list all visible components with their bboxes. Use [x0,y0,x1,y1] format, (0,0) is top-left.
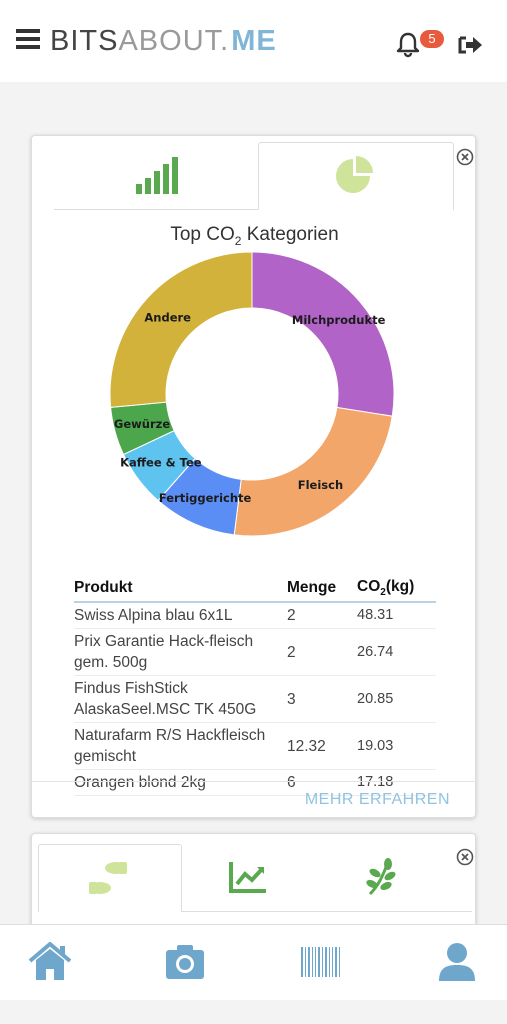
donut-segment[interactable] [233,406,393,537]
segment-label: Fertiggerichte [159,491,252,505]
pie-chart-icon [336,156,373,193]
product-co2: 17.18 [357,769,436,797]
camera-icon[interactable] [162,941,208,983]
notification-badge: 5 [420,30,444,48]
logo-me: ME [231,24,277,57]
footprints-icon [89,862,127,894]
donut-segment[interactable] [109,251,253,408]
product-name: Prix Garantie Hack-fleisch gem. 500g [74,628,287,677]
signal-bars-icon [136,157,178,194]
tab-pie-chart[interactable] [258,142,454,210]
product-name: Findus FishStick AlaskaSeel.MSC TK 450G [74,675,287,724]
logo-bits: BITS [50,24,119,57]
hamburger-menu-icon[interactable] [16,29,40,51]
leaf-icon [366,858,396,896]
product-co2: 20.85 [357,675,436,724]
table-row: Prix Garantie Hack-fleisch gem. 500g 2 26.… [74,628,436,677]
card-divider [32,781,477,782]
product-name: Swiss Alpina blau 6x1L [74,602,287,630]
donut-segment[interactable] [251,251,395,417]
product-name: Naturafarm R/S Hackfleisch gemischt [74,722,287,771]
table-row: Findus FishStick AlaskaSeel.MSC TK 450G 3… [74,675,436,724]
product-quantity: 2 [287,628,357,677]
product-quantity: 6 [287,769,357,797]
co2-donut-chart: Milchprodukte Fleisch Fertiggerichte Kaffee… [109,251,395,537]
product-co2: 26.74 [357,628,436,677]
product-quantity: 2 [287,602,357,630]
segment-label: Milchprodukte [292,313,386,327]
segment-label: Andere [144,310,191,324]
logo-about: ABOUT. [118,24,230,57]
product-quantity: 3 [287,675,357,724]
tab-trend[interactable] [182,844,316,912]
product-table: Produkt Menge CO2(kg) Swiss Alpina blau … [74,578,436,797]
close-icon[interactable] [456,848,474,866]
segment-label: Gewürze [114,417,170,431]
bottom-navigation [0,924,507,1000]
tab-bar-chart[interactable] [54,142,258,210]
co2-categories-card: Top CO2 Kategorien Milchprodukte Fleisch F… [31,135,477,818]
barcode-icon[interactable] [298,941,344,983]
segment-label: Fleisch [298,478,343,492]
logo[interactable]: BITS ABOUT. ME [50,24,277,58]
segment-label: Kaffee & Tee [120,455,202,469]
more-info-link[interactable]: MEHR ERFAHREN [304,791,450,808]
table-row: Orangen blond 2kg 6 17.18 [74,769,436,797]
close-icon[interactable] [456,148,474,166]
header-product: Produkt [74,578,287,604]
product-name: Orangen blond 2kg [74,769,287,797]
header-co2: CO2(kg) [357,578,436,604]
top-bar: BITS ABOUT. ME 5 [0,0,507,82]
home-icon[interactable] [27,941,73,983]
chart-tabs [54,142,454,210]
product-co2: 48.31 [357,602,436,630]
table-row: Naturafarm R/S Hackfleisch gemischt 12.32… [74,722,436,771]
table-row: Swiss Alpina blau 6x1L 2 48.31 [74,602,436,630]
tab-leaf[interactable] [316,844,446,912]
tab-underline [182,911,472,912]
bottom-spacer [0,1000,507,1024]
logout-icon[interactable] [458,34,484,56]
chart-title: Top CO2 Kategorien [170,224,339,248]
product-quantity: 12.32 [287,722,357,771]
product-co2: 19.03 [357,722,436,771]
tab-footprints[interactable] [38,844,182,912]
user-icon[interactable] [434,941,480,983]
bell-icon[interactable] [394,30,422,58]
trend-chart-icon [229,862,266,893]
header-quantity: Menge [287,578,357,604]
tab-underline [54,209,258,210]
